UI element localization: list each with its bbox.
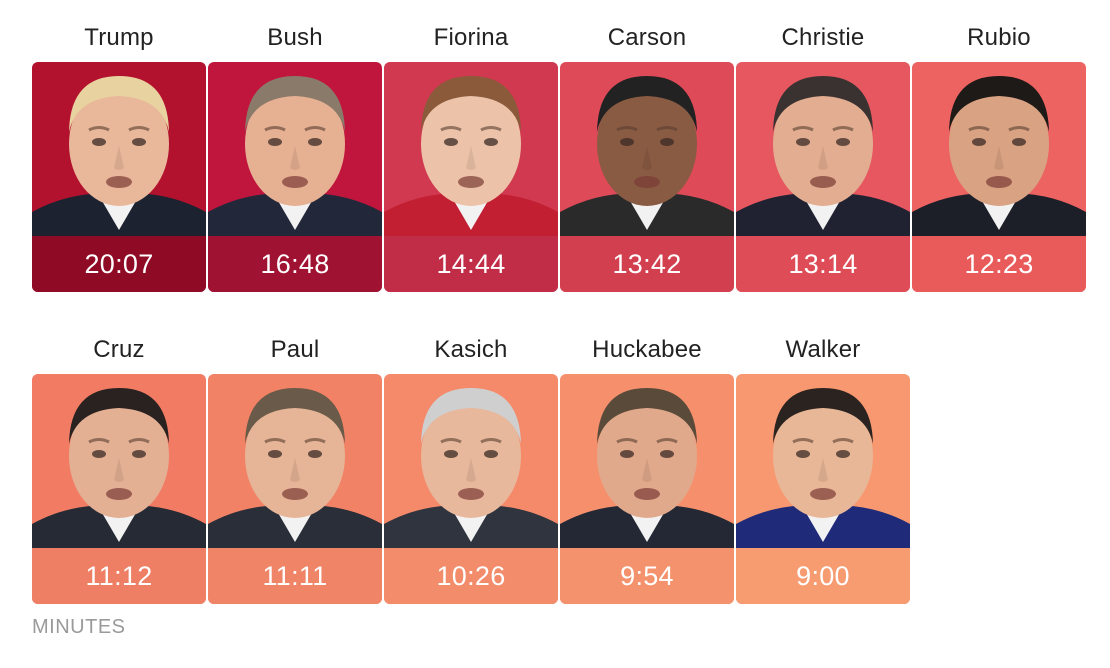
candidate-cell: Fiorina 14:44 — [384, 20, 558, 332]
candidate-photo — [912, 62, 1086, 236]
speaking-time-bar: 16:48 — [208, 62, 382, 292]
units-label: MINUTES — [32, 616, 126, 638]
speaking-time-label: 13:42 — [560, 236, 734, 292]
grid-row: Trump 20:07 Bush 16:48 Fiorina 14:44 Carson 13:… — [32, 20, 1092, 332]
speaking-time-label: 20:07 — [32, 236, 206, 292]
speaking-time-bar: 12:23 — [912, 62, 1086, 292]
speaking-time-label: 9:00 — [736, 548, 910, 604]
candidate-name: Kasich — [434, 336, 508, 363]
speaking-time-bar: 9:54 — [560, 374, 734, 604]
candidate-name: Bush — [267, 24, 323, 51]
speaking-time-label: 13:14 — [736, 236, 910, 292]
speaking-time-label: 14:44 — [384, 236, 558, 292]
speaking-time-bar: 11:11 — [208, 374, 382, 604]
candidate-cell: Huckabee 9:54 — [560, 332, 734, 644]
candidate-name: Fiorina — [433, 24, 509, 51]
speaking-time-bar: 14:44 — [384, 62, 558, 292]
speaking-time-bar: 20:07 — [32, 62, 206, 292]
candidate-photo — [736, 374, 910, 548]
candidate-name: Trump — [84, 24, 154, 51]
speaking-time-label: 11:11 — [208, 548, 382, 604]
candidate-photo — [560, 374, 734, 548]
grid-row: Cruz 11:12 Paul 11:11 Kasich 10:26 Huckabee 9:5… — [32, 332, 1092, 644]
candidate-name: Huckabee — [592, 336, 702, 363]
candidate-cell: Walker 9:00 — [736, 332, 910, 644]
speaking-time-label: 12:23 — [912, 236, 1086, 292]
candidate-cell: Bush 16:48 — [208, 20, 382, 332]
candidate-photo — [32, 62, 206, 236]
candidate-name: Paul — [270, 336, 320, 363]
speaking-time-label: 11:12 — [32, 548, 206, 604]
speaking-time-bar: 13:42 — [560, 62, 734, 292]
candidate-cell: Carson 13:42 — [560, 20, 734, 332]
candidate-cell: Christie 13:14 — [736, 20, 910, 332]
candidate-photo — [384, 62, 558, 236]
candidate-photo — [32, 374, 206, 548]
speaking-time-bar: 10:26 — [384, 374, 558, 604]
speaking-time-bar: 11:12 — [32, 374, 206, 604]
speaking-time-label: 9:54 — [560, 548, 734, 604]
speaking-time-label: 10:26 — [384, 548, 558, 604]
candidate-name: Rubio — [967, 24, 1031, 51]
candidate-name: Walker — [785, 336, 861, 363]
candidate-cell: Trump 20:07 — [32, 20, 206, 332]
speaking-time-bar: 9:00 — [736, 374, 910, 604]
speaking-time-bar: 13:14 — [736, 62, 910, 292]
candidate-cell: Paul 11:11 — [208, 332, 382, 644]
candidate-photo — [384, 374, 558, 548]
candidate-name: Carson — [607, 24, 687, 51]
candidate-photo — [208, 62, 382, 236]
candidate-name: Christie — [781, 24, 865, 51]
candidate-photo — [560, 62, 734, 236]
speaking-time-grid: Trump 20:07 Bush 16:48 Fiorina 14:44 Carson 13:… — [32, 20, 1092, 644]
candidate-name: Cruz — [93, 336, 145, 363]
speaking-time-label: 16:48 — [208, 236, 382, 292]
candidate-photo — [208, 374, 382, 548]
candidate-cell: Cruz 11:12 — [32, 332, 206, 644]
candidate-cell: Rubio 12:23 — [912, 20, 1086, 332]
candidate-cell: Kasich 10:26 — [384, 332, 558, 644]
candidate-photo — [736, 62, 910, 236]
